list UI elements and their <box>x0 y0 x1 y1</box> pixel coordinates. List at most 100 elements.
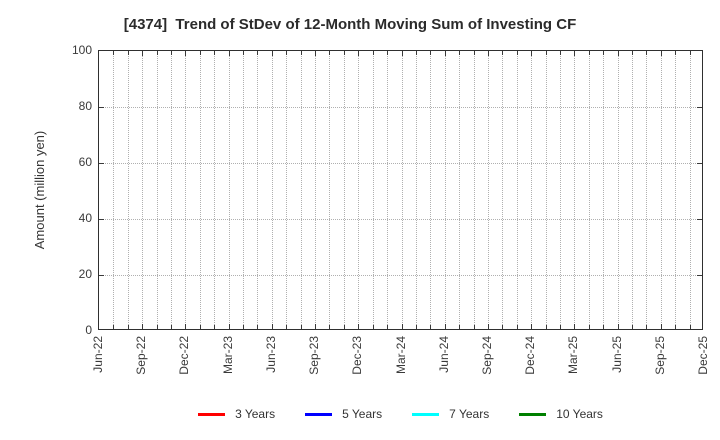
x-tick-mark-bottom <box>286 325 288 329</box>
x-tick-mark-bottom <box>199 325 201 329</box>
vertical-gridline <box>228 51 230 329</box>
x-tick-mark-top <box>228 51 230 56</box>
y-tick-label: 40 <box>78 211 92 225</box>
x-tick-label: Mar-24 <box>393 336 408 375</box>
plot-area <box>98 50 703 330</box>
y-tick-label: 60 <box>78 155 92 169</box>
x-tick-mark-bottom <box>156 325 158 329</box>
x-tick-mark-bottom <box>516 325 518 329</box>
x-tick-mark-top <box>516 51 518 55</box>
x-tick-mark-bottom <box>214 325 216 329</box>
x-tick-label: Jun-24 <box>436 336 451 373</box>
x-tick-mark-bottom <box>315 324 317 329</box>
x-tick-mark-bottom <box>113 325 115 329</box>
x-tick-mark-top <box>675 51 677 55</box>
vertical-gridline <box>343 51 345 329</box>
x-tick-label: Dec-23 <box>350 336 365 375</box>
vertical-gridline <box>214 51 216 329</box>
vertical-gridline <box>171 51 173 329</box>
x-tick-mark-top <box>343 51 345 55</box>
x-tick-label: Sep-23 <box>307 336 322 375</box>
vertical-gridline <box>113 51 115 329</box>
x-tick-mark-bottom <box>531 324 533 329</box>
y-tick-mark-right <box>697 219 702 220</box>
legend-line-swatch <box>412 412 440 416</box>
x-tick-mark-top <box>257 51 259 55</box>
x-tick-mark-bottom <box>574 324 576 329</box>
x-tick-label: Sep-25 <box>652 336 667 375</box>
x-tick-mark-top <box>689 51 691 55</box>
y-tick-mark-right <box>697 107 702 108</box>
vertical-gridline <box>401 51 403 329</box>
x-tick-label: Jun-23 <box>263 336 278 373</box>
vertical-gridline <box>315 51 317 329</box>
x-tick-mark-top <box>531 51 533 56</box>
vertical-gridline <box>430 51 432 329</box>
vertical-gridline <box>487 51 489 329</box>
y-tick-label: 80 <box>78 99 92 113</box>
x-tick-mark-top <box>243 51 245 55</box>
x-tick-mark-top <box>387 51 389 55</box>
x-tick-mark-bottom <box>142 324 144 329</box>
x-tick-mark-bottom <box>444 324 446 329</box>
vertical-gridline <box>156 51 158 329</box>
x-tick-mark-top <box>214 51 216 55</box>
x-tick-label: Jun-22 <box>91 336 105 373</box>
x-tick-mark-top <box>660 51 662 56</box>
x-tick-mark-top <box>286 51 288 55</box>
vertical-gridline <box>588 51 590 329</box>
x-tick-mark-bottom <box>300 325 302 329</box>
x-tick-mark-bottom <box>559 325 561 329</box>
x-tick-mark-bottom <box>228 324 230 329</box>
x-tick-mark-top <box>631 51 633 55</box>
vertical-gridline <box>545 51 547 329</box>
x-tick-mark-bottom <box>689 325 691 329</box>
x-tick-mark-bottom <box>603 325 605 329</box>
y-tick-mark-right <box>697 163 702 164</box>
x-tick-mark-top <box>574 51 576 56</box>
x-tick-label: Dec-24 <box>523 336 538 375</box>
x-tick-mark-top <box>401 51 403 56</box>
legend-label: 5 Years <box>342 407 383 421</box>
legend-line-swatch <box>519 412 547 416</box>
x-tick-mark-top <box>487 51 489 56</box>
x-tick-mark-top <box>603 51 605 55</box>
x-tick-mark-bottom <box>271 324 273 329</box>
x-tick-mark-top <box>113 51 115 55</box>
x-tick-mark-bottom <box>459 325 461 329</box>
legend-label: 10 Years <box>556 407 603 421</box>
x-tick-mark-top <box>171 51 173 55</box>
vertical-gridline <box>603 51 605 329</box>
y-tick-mark-left <box>99 107 104 108</box>
legend-line-swatch <box>198 412 226 416</box>
vertical-gridline <box>257 51 259 329</box>
x-tick-mark-top <box>430 51 432 55</box>
vertical-gridline <box>387 51 389 329</box>
x-tick-label: Dec-25 <box>696 336 710 375</box>
y-tick-label: 0 <box>85 323 92 337</box>
x-tick-mark-top <box>315 51 317 56</box>
x-tick-mark-bottom <box>545 325 547 329</box>
x-tick-mark-top <box>142 51 144 56</box>
vertical-gridline <box>502 51 504 329</box>
x-tick-mark-top <box>415 51 417 55</box>
x-tick-mark-bottom <box>372 325 374 329</box>
vertical-gridline <box>127 51 129 329</box>
vertical-gridline <box>660 51 662 329</box>
x-tick-label: Sep-24 <box>479 336 494 375</box>
x-tick-mark-bottom <box>185 324 187 329</box>
x-tick-mark-bottom <box>487 324 489 329</box>
x-tick-mark-top <box>459 51 461 55</box>
x-tick-mark-bottom <box>127 325 129 329</box>
legend: 3 Years 5 Years 7 Years 10 Years <box>98 404 703 424</box>
x-tick-mark-bottom <box>660 324 662 329</box>
vertical-gridline <box>271 51 273 329</box>
x-tick-mark-top <box>588 51 590 55</box>
x-tick-mark-bottom <box>430 325 432 329</box>
vertical-gridline <box>617 51 619 329</box>
y-axis-title: Amount (million yen) <box>32 130 47 250</box>
x-tick-mark-top <box>646 51 648 55</box>
legend-label: 7 Years <box>449 407 490 421</box>
x-tick-mark-bottom <box>473 325 475 329</box>
